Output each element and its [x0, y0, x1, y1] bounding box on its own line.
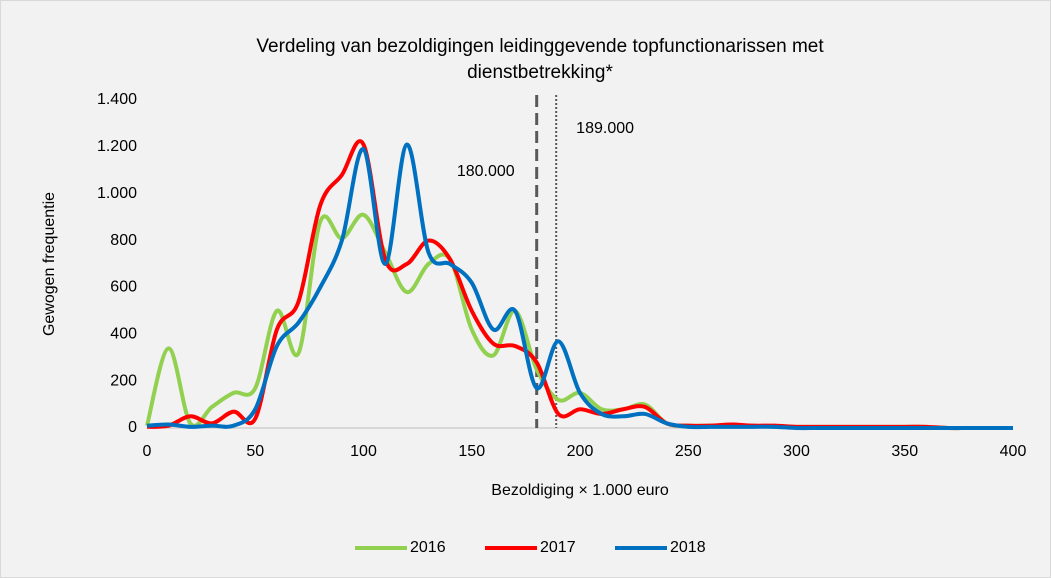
annotation: 180.000 — [457, 163, 515, 180]
x-tick-label: 100 — [350, 443, 377, 460]
chart-title: dienstbetrekking* — [467, 62, 613, 83]
y-tick-label: 1.400 — [97, 91, 137, 108]
y-tick-label: 1.200 — [97, 138, 137, 155]
chart-title: Verdeling van bezoldigingen leidinggeven… — [256, 36, 824, 57]
y-tick-label: 1.000 — [97, 185, 137, 202]
x-tick-label: 200 — [567, 443, 594, 460]
x-axis-title: Bezoldiging × 1.000 euro — [491, 482, 669, 499]
y-axis-title: Gewogen frequentie — [41, 192, 58, 336]
y-tick-label: 800 — [110, 232, 137, 249]
y-tick-label: 200 — [110, 372, 137, 389]
y-tick-label: 0 — [128, 419, 137, 436]
annotation: 189.000 — [576, 120, 634, 137]
x-tick-label: 400 — [1000, 443, 1027, 460]
x-tick-label: 350 — [891, 443, 918, 460]
x-tick-label: 150 — [458, 443, 485, 460]
legend-label: 2017 — [540, 539, 576, 556]
y-tick-label: 400 — [110, 326, 137, 343]
x-tick-label: 300 — [783, 443, 810, 460]
x-tick-label: 50 — [246, 443, 264, 460]
x-tick-label: 0 — [143, 443, 152, 460]
series-line — [146, 142, 1013, 431]
legend-label: 2018 — [670, 539, 706, 556]
x-tick-label: 250 — [675, 443, 702, 460]
legend-label: 2016 — [410, 539, 446, 556]
y-tick-label: 600 — [110, 279, 137, 296]
